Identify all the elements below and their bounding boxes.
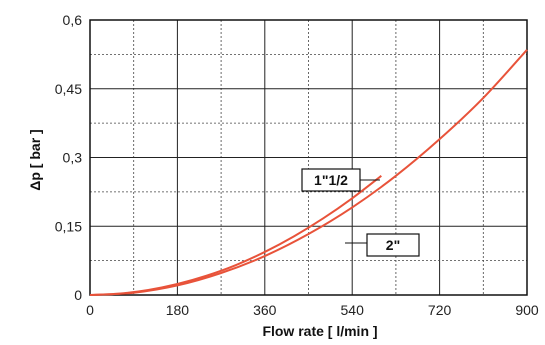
x-tick-label: 0 (86, 302, 94, 318)
y-tick-label: 0,3 (63, 150, 83, 166)
y-tick-label: 0,15 (55, 218, 82, 234)
x-tick-label: 540 (341, 302, 365, 318)
label-box (301, 168, 361, 192)
x-axis-title: Flow rate [ l/min ] (262, 323, 377, 339)
series-label-1-1-2-inch: 1"1/2 (301, 168, 380, 192)
x-tick-label: 720 (428, 302, 452, 318)
series-labels: 1"1/2 2" (301, 168, 420, 257)
x-tick-label: 900 (515, 302, 539, 318)
y-tick-label: 0,6 (63, 12, 83, 28)
x-tick-label: 180 (166, 302, 190, 318)
y-tick-label: 0 (74, 287, 82, 303)
label-box (366, 233, 420, 257)
label-text: 2" (386, 237, 400, 253)
x-tick-label: 360 (253, 302, 277, 318)
plot-frame (89, 19, 528, 296)
series-group (89, 49, 528, 296)
y-axis-title: Δp [ bar ] (27, 129, 43, 190)
label-text: 1"1/2 (314, 172, 348, 188)
series-line-2-inch (89, 49, 528, 296)
grid (89, 19, 528, 296)
tick-labels: 0 180 360 540 720 900 0 0,15 0,3 0,45 0,6 (55, 12, 539, 318)
series-label-2-inch: 2" (345, 233, 420, 257)
y-tick-label: 0,45 (55, 81, 82, 97)
